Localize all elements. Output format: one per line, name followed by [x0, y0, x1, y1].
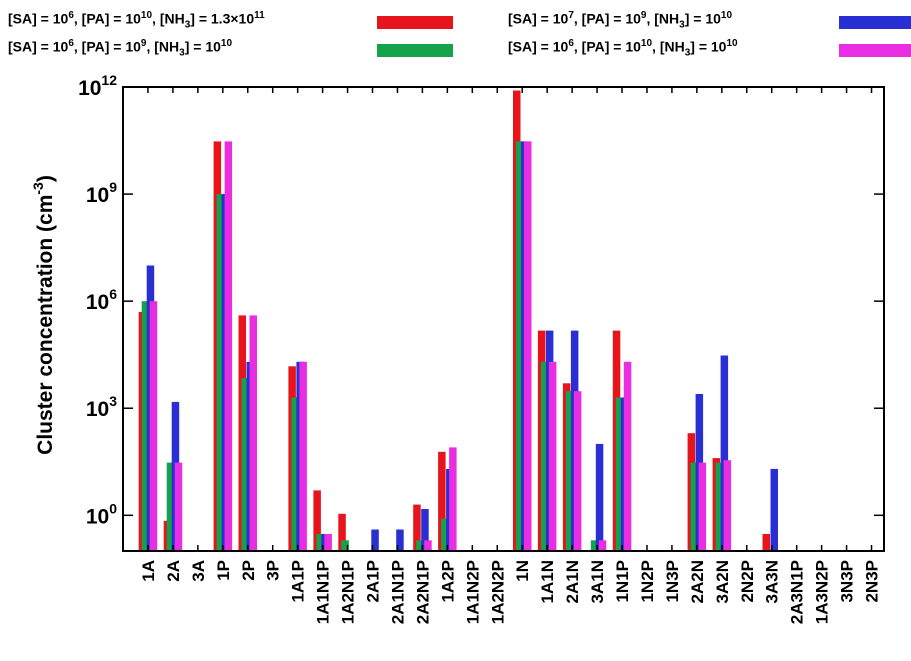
y-tick-label: 100: [86, 500, 117, 528]
bar-1A1N-series-4: [548, 361, 557, 551]
x-tick-label: 1P: [214, 560, 233, 581]
x-tick-label: 2A: [164, 560, 183, 582]
bar-2A2N1P-series-1: [413, 504, 421, 551]
y-tick-label: 106: [86, 286, 117, 314]
x-tick-label: 3A3N: [763, 560, 782, 603]
bar-2A1N-series-2: [565, 391, 574, 551]
x-tick-label: 2A3N1P: [788, 560, 807, 624]
y-tick-label: 1012: [78, 72, 117, 100]
x-tick-label: 1N1P: [613, 560, 632, 603]
bar-1A2P-series-2: [441, 518, 449, 551]
bar-3A3N-series-3: [770, 468, 778, 551]
bar-1A2N1P-series-2: [341, 540, 349, 551]
y-tick-label: 103: [86, 393, 117, 421]
legend-label-3: [SA] = 107, [PA] = 109, [NH3] = 1010: [508, 10, 733, 31]
bar-2A1N1P-series-3: [396, 529, 404, 551]
bar-1P-series-4: [224, 141, 233, 551]
bar-1N1P-series-2: [615, 397, 624, 551]
bar-3A3N-series-1: [762, 534, 770, 551]
x-tick-label: 1A1N: [538, 560, 557, 603]
bar-2A-series-4: [174, 462, 183, 551]
bar-1A1N1P-series-2: [316, 534, 324, 551]
x-axis: 1A 2A 3A 1P 2P 3P 1A1P 1A1N1P 1A2N1P 2A1P 2A1N1P 2A…: [139, 87, 882, 624]
x-tick-label: 2A1P: [364, 560, 383, 603]
x-tick-label: 2A2N1P: [413, 560, 432, 624]
plot-frame: [122, 86, 885, 552]
y-axis-label: Cluster concentration (cm-3): [30, 175, 57, 455]
bar-3A2N-series-3: [720, 355, 729, 551]
bar-2P-series-2: [241, 378, 249, 551]
x-tick-label: 3N3P: [838, 560, 857, 603]
legend-label-1: [SA] = 106, [PA] = 1010, [NH3] = 1.3×101…: [8, 10, 265, 31]
bar-2A2N-series-4: [698, 462, 707, 551]
bar-1N-series-4: [524, 141, 532, 551]
legend-label-2: [SA] = 106, [PA] = 109, [NH3] = 1010: [8, 38, 233, 59]
bar-1A-series-2: [141, 301, 150, 551]
x-tick-label: 3P: [264, 560, 283, 581]
bar-2P-series-4: [249, 315, 257, 551]
bar-1A1P-series-4: [299, 361, 307, 551]
x-tick-label: 3A: [189, 560, 208, 582]
bar-1N1P-series-4: [623, 361, 632, 551]
bar-1A2P-series-1: [438, 451, 446, 551]
bar-2A2N-series-2: [690, 462, 699, 551]
bar-3A1N-series-2: [590, 540, 599, 551]
legend-swatch-4: [839, 44, 911, 57]
x-tick-label: 2A1N1P: [388, 560, 407, 624]
bar-2A-series-2: [166, 462, 175, 551]
bar-1A-series-4: [149, 301, 158, 551]
legend-swatch-3: [839, 16, 911, 29]
bar-3A2N-series-2: [715, 462, 724, 551]
x-tick-label: 1A1N2P: [463, 560, 482, 624]
bar-1N-series-2: [516, 141, 524, 551]
bar-2A1N-series-4: [573, 391, 582, 551]
bar-2A2N1P-series-3: [421, 509, 429, 551]
x-tick-label: 2A2N: [688, 560, 707, 603]
bar-3A1N-series-4: [598, 540, 607, 551]
x-tick-label: 1A2N2P: [488, 560, 507, 624]
bar-2A2N1P-series-2: [416, 540, 424, 551]
bar-1A2P-series-4: [449, 447, 457, 551]
y-axis: 100 103 106 109 1012: [78, 72, 884, 528]
x-tick-label: 2N2P: [738, 560, 757, 603]
x-tick-label: 1A2P: [438, 560, 457, 603]
legend-swatch-1: [377, 16, 453, 29]
x-tick-label: 2N3P: [863, 560, 882, 603]
bar-1A1N1P-series-1: [313, 490, 321, 551]
legend-label-4: [SA] = 106, [PA] = 1010, [NH3] = 1010: [508, 38, 738, 59]
bar-3A1N-series-3: [595, 443, 604, 551]
x-tick-label: 1A1N1P: [314, 560, 333, 624]
x-tick-label: 1A3N2P: [813, 560, 832, 624]
bar-1P-series-2: [216, 194, 225, 551]
x-tick-label: 1N2P: [638, 560, 657, 603]
legend-swatch-2: [377, 44, 453, 57]
x-tick-label: 1A: [139, 560, 158, 582]
x-tick-label: 1A1P: [289, 560, 308, 603]
x-tick-label: 1A2N1P: [339, 560, 358, 624]
bar-1A1N1P-series-4: [324, 534, 332, 551]
bar-1A2N1P-series-1: [338, 513, 346, 551]
bars-group: [138, 90, 778, 551]
bar-1A1N-series-2: [540, 361, 549, 551]
bar-3A2N-series-4: [723, 460, 732, 551]
x-tick-label: 2P: [239, 560, 258, 581]
x-tick-label: 1N3P: [663, 560, 682, 603]
x-tick-label: 2A1N: [563, 560, 582, 603]
x-tick-label: 1N: [513, 560, 532, 582]
bar-2A2N1P-series-4: [424, 540, 432, 551]
y-tick-label: 109: [86, 179, 117, 207]
x-tick-label: 3A1N: [588, 560, 607, 603]
x-tick-label: 3A2N: [713, 560, 732, 603]
bar-1A1P-series-2: [291, 397, 299, 551]
bar-2A1P-series-3: [371, 529, 379, 551]
